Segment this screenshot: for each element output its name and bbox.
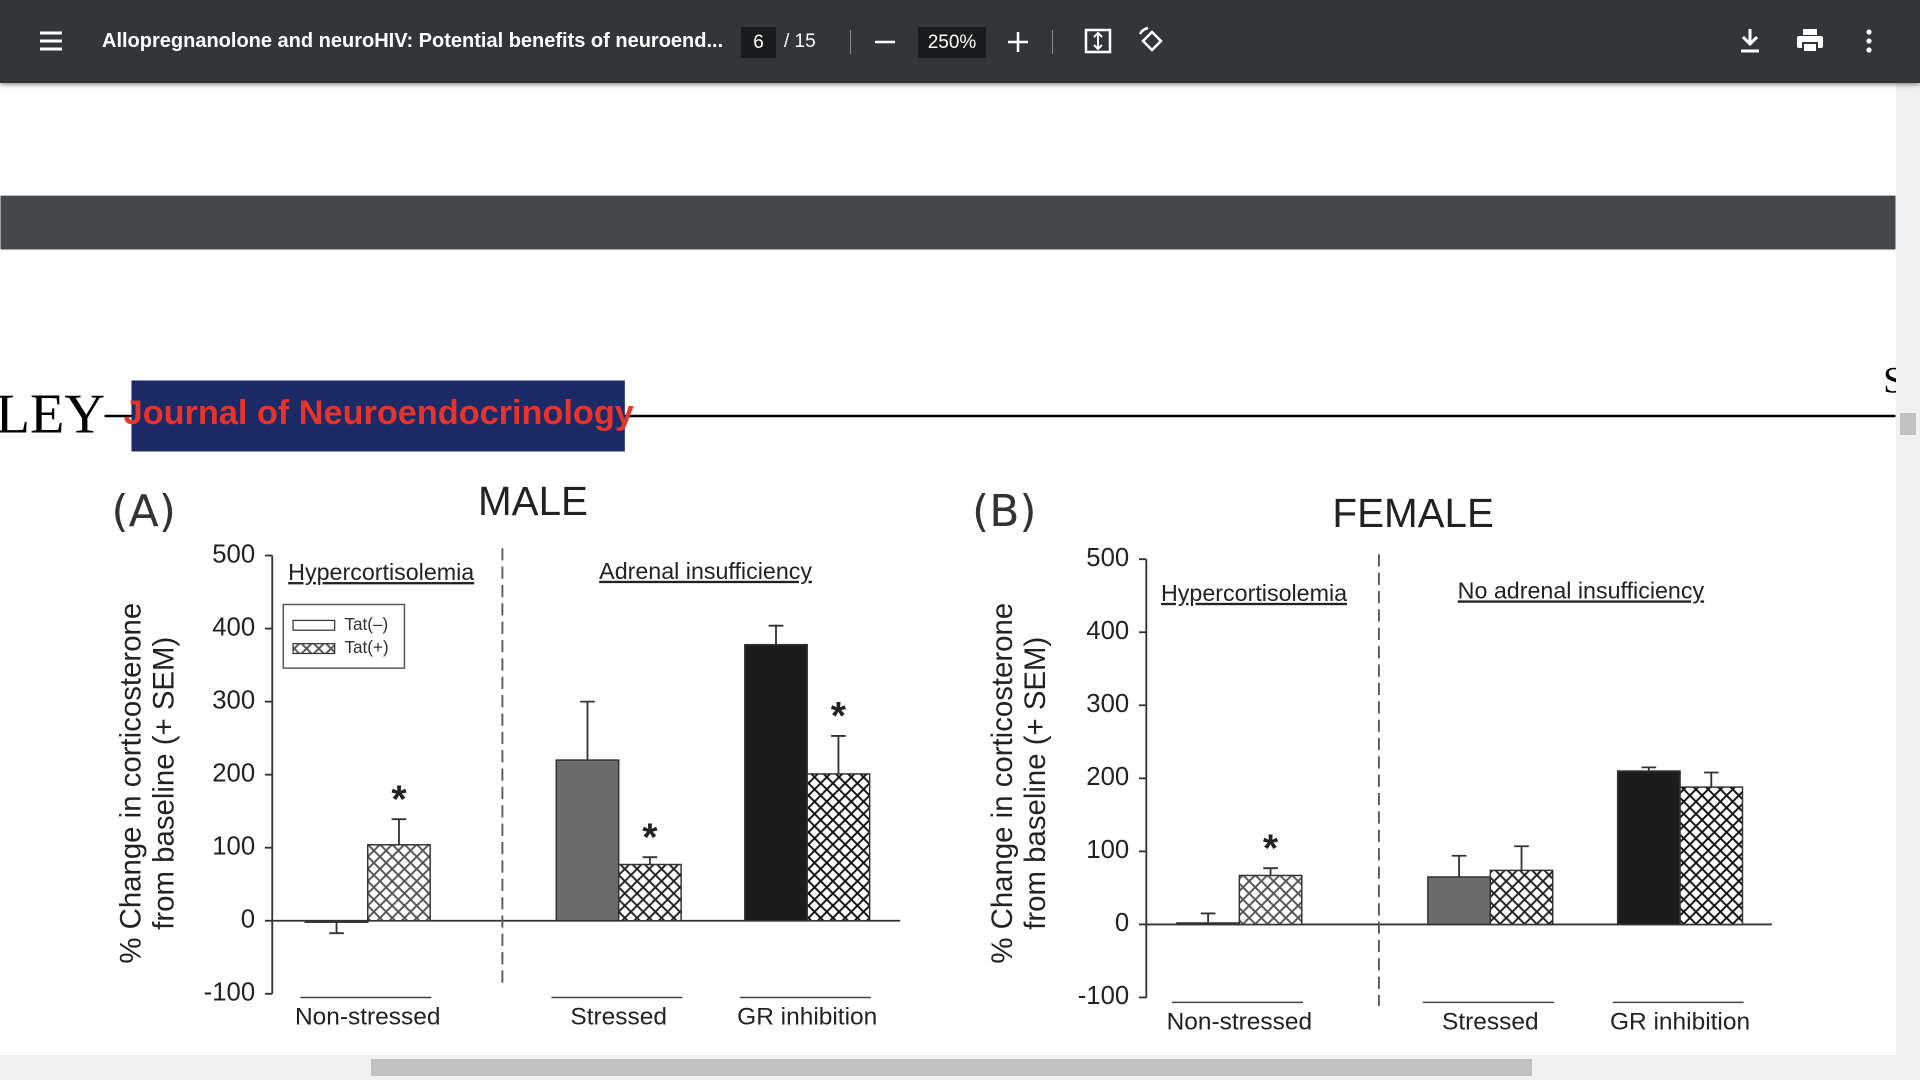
significance-marker: * [391,778,407,821]
y-tick-label: 300 [1086,690,1129,718]
x-tick-label: Non-stressed [295,1004,441,1031]
toolbar: Allopregnanolone and neuroHIV: Potential… [0,0,1920,83]
bar [744,643,808,922]
y-tick-label: 400 [1086,617,1129,645]
edge-fragment: S [1883,360,1896,401]
x-tick-label: Stressed [570,1004,667,1031]
page-total: / 15 [784,31,816,52]
chart-title: MALE [478,478,588,524]
bar [1489,869,1554,926]
y-tick-label: 100 [1086,836,1129,864]
section-label: Hypercortisolemia [288,559,474,585]
error-bar [1263,867,1278,876]
download[interactable] [1736,26,1764,56]
separator [850,30,851,54]
error-bar [768,624,784,645]
scroll-thumb[interactable] [371,1059,1532,1076]
error-bar [831,735,846,774]
bar [1427,876,1492,926]
bar [617,863,682,922]
significance-marker: * [1263,827,1279,870]
error-bar [329,922,344,935]
legend-box [282,603,406,669]
chart-title: FEMALE [1332,490,1494,536]
bar [367,844,431,922]
x-tick-label: Stressed [1442,1009,1539,1036]
page-input[interactable]: 6 [741,27,776,58]
y-tick-label: 400 [212,613,255,641]
error-bar [1200,912,1216,923]
page-band [0,195,1896,250]
y-tick-label: 100 [212,832,255,860]
y-tick-label: 300 [212,686,255,714]
significance-marker: * [831,695,847,738]
x-tick-label: GR inhibition [737,1004,877,1031]
separator [1052,30,1053,54]
more-options[interactable] [1859,26,1879,56]
error-bar [1703,771,1719,788]
y-tick-label: 500 [212,540,255,568]
menu-button[interactable] [38,26,64,56]
panel-label: (A) [111,486,176,537]
fit-page[interactable] [1083,26,1113,56]
error-bar [1514,845,1529,871]
bar [304,920,369,923]
x-tick-label: GR inhibition [1610,1009,1750,1036]
section-label: Hypercortisolemia [1161,580,1347,606]
bar [1176,922,1241,926]
error-bar [391,818,407,845]
zoom-in[interactable] [1005,26,1031,56]
legend-swatch [292,619,336,631]
error-bar [580,700,595,761]
error-bar [642,856,658,865]
bar [1616,770,1681,926]
print[interactable] [1795,26,1825,56]
panel-label: (B) [972,486,1037,537]
vertical-scrollbar[interactable] [1896,83,1920,1055]
significance-marker: * [642,816,658,859]
bar [1238,874,1303,926]
bar [555,759,620,922]
rotate[interactable] [1137,26,1167,56]
legend-label: Tat(–) [344,614,388,634]
y-axis-label: from baseline (+ SEM) [1019,637,1052,930]
document-page: LEY Journal of Neuroendocrinology S (A) M… [0,195,1896,1036]
y-tick-label: -100 [204,979,255,1007]
publisher-fragment: LEY [0,384,105,446]
section-label: Adrenal insufficiency [599,558,812,584]
y-axis-label: % Change in corticosterone [114,603,147,964]
scroll-thumb[interactable] [1900,413,1916,435]
y-tick-label: 0 [1115,909,1129,937]
y-tick-label: 200 [1086,763,1129,791]
horizontal-scrollbar[interactable] [0,1055,1920,1080]
y-tick-label: 200 [212,759,255,787]
journal-name: Journal of Neuroendocrinology [124,394,634,432]
bar [1679,786,1744,926]
error-bar [1451,854,1467,877]
error-bar [1641,766,1657,772]
journal-banner [131,380,625,452]
y-axis-label: % Change in corticosterone [986,603,1019,964]
y-tick-label: 500 [1086,544,1129,572]
legend-swatch [292,643,336,655]
y-tick-label: -100 [1078,982,1129,1010]
section-label: No adrenal insufficiency [1458,577,1705,603]
document-title: Allopregnanolone and neuroHIV: Potential… [102,30,724,52]
bar [806,773,871,922]
y-axis-label: from baseline (+ SEM) [148,637,181,930]
legend-label: Tat(+) [344,637,388,657]
zoom-out[interactable] [872,26,898,56]
x-tick-label: Non-stressed [1167,1009,1313,1036]
zoom-input[interactable]: 250% [918,27,986,58]
y-tick-label: 0 [241,906,255,934]
